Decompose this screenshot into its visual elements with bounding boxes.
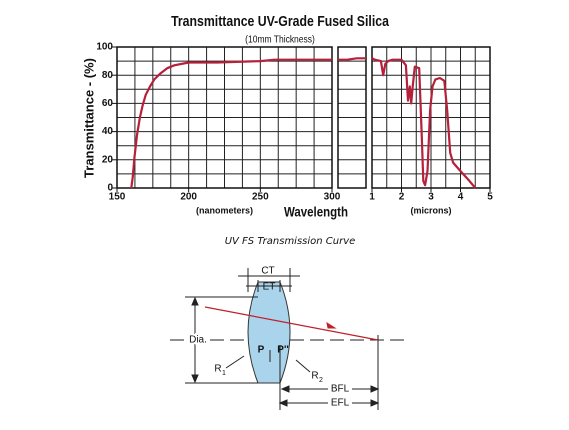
p-label: P (258, 345, 265, 356)
x-tick-label: 300 (324, 192, 341, 203)
transmittance-curve (130, 58, 332, 189)
r1-subscript: 1 (222, 370, 226, 377)
transmittance-curve (371, 57, 477, 189)
x-tick-label: 150 (109, 192, 126, 203)
ray-arrow (326, 321, 337, 329)
x-unit-label: (nanometers) (196, 205, 253, 215)
r2-subscript: 2 (319, 377, 323, 384)
x-unit-label: (microns) (410, 205, 451, 215)
y-tick-label: 60 (102, 98, 114, 109)
dimension-arrows (278, 385, 380, 407)
x-tick-label: 250 (252, 192, 269, 203)
y-tick-label: 100 (96, 42, 113, 53)
x-tick-label: 2 (399, 192, 405, 203)
chart-subtitle: (10mm Thickness) (245, 34, 315, 45)
y-tick-label: 40 (102, 126, 114, 137)
dia-arrows (191, 296, 199, 384)
y-tick-label: 20 (102, 154, 114, 165)
p2-label: P'' (277, 345, 288, 356)
lens-diagram (170, 268, 405, 410)
y-tick-label: 80 (102, 70, 114, 81)
ct-label: CT (261, 266, 274, 277)
y-axis-label: Transmittance - (%) (81, 58, 96, 178)
r1-label: R (214, 364, 221, 375)
x-tick-label: 200 (180, 192, 197, 203)
r2-leader (295, 359, 311, 373)
diagram-labels: CT ET Dia. P P'' R 1 R 2 BFL EFL (187, 266, 350, 409)
et-label: ET (263, 282, 276, 293)
panel-frame (116, 46, 333, 189)
x-tick-label: 1 (369, 192, 375, 203)
y-tick-label: 0 (107, 183, 113, 194)
x-tick-label: 5 (487, 192, 493, 203)
caption: UV FS Transmission Curve (225, 236, 356, 247)
ray (204, 306, 379, 341)
x-tick-label: 3 (428, 192, 434, 203)
panel-frame (337, 46, 367, 189)
dia-label: Dia. (189, 335, 207, 346)
x-tick-label: 4 (458, 192, 464, 203)
transmittance-curve (338, 57, 366, 61)
x-axis-label: Wavelength (284, 204, 348, 220)
chart-title: Transmittance UV-Grade Fused Silica (171, 13, 389, 29)
r2-label: R (311, 371, 318, 382)
efl-label: EFL (331, 398, 350, 409)
r1-leader (225, 355, 245, 369)
bfl-label: BFL (331, 384, 350, 395)
